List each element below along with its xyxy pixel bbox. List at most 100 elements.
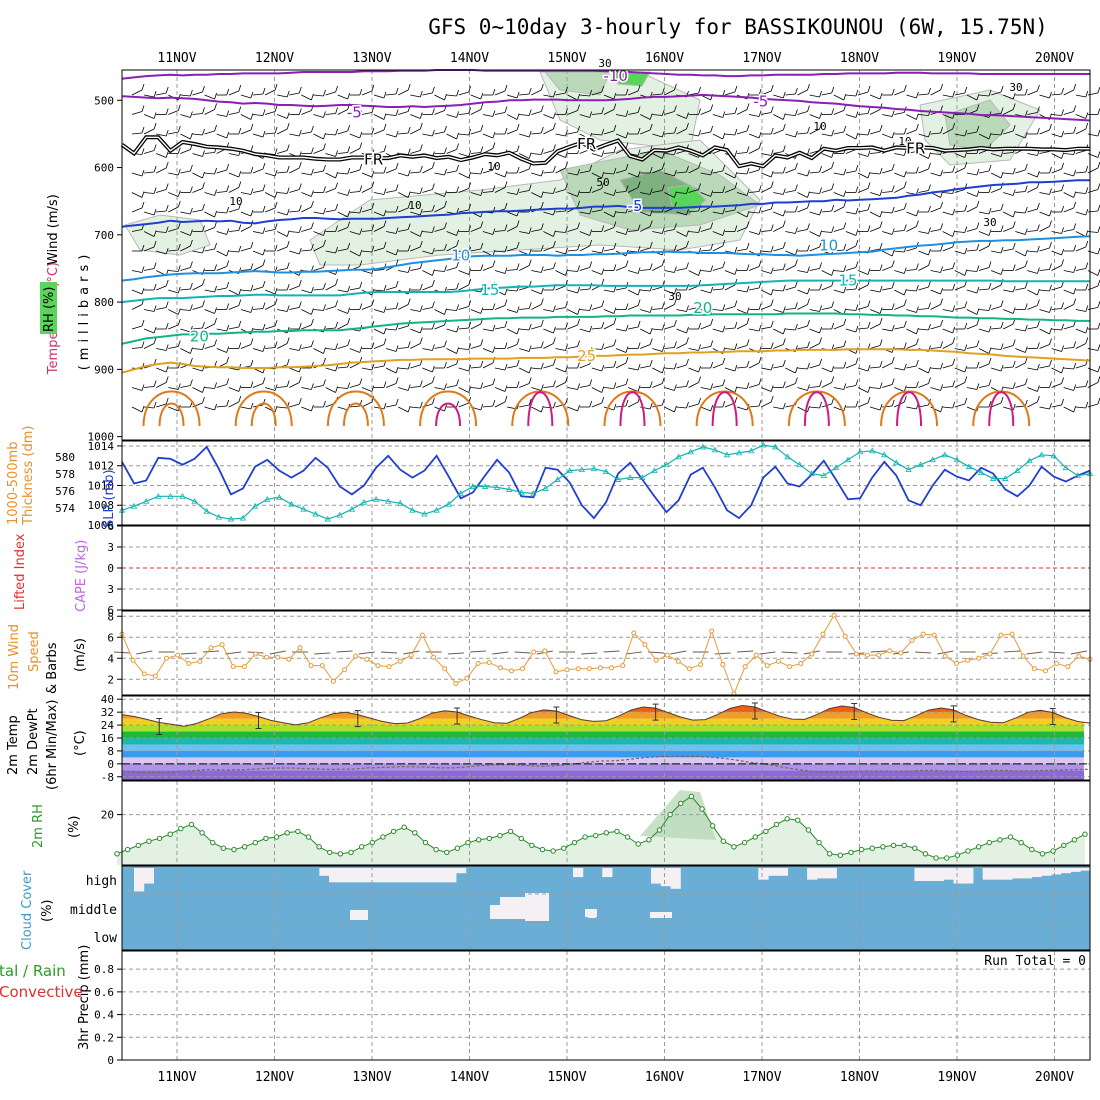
wind-barb bbox=[470, 366, 481, 369]
wind-barb bbox=[289, 210, 300, 213]
wind-barb-flag bbox=[613, 307, 617, 314]
wind-speed-point bbox=[931, 632, 937, 638]
wind-barb bbox=[277, 192, 288, 194]
wind-barb bbox=[446, 348, 457, 354]
wind-barb-flag bbox=[1000, 225, 1004, 232]
wind-barb bbox=[652, 286, 663, 291]
wind-barb bbox=[845, 288, 856, 291]
wind-barb-flag bbox=[347, 339, 351, 346]
rh-point bbox=[688, 793, 695, 800]
wind-barb-flag bbox=[492, 142, 496, 149]
precip-tick-label: 0.6 bbox=[94, 986, 114, 999]
wind-barb bbox=[773, 309, 784, 313]
wind-speed-point bbox=[1009, 631, 1015, 637]
wind-barb-flag bbox=[419, 165, 423, 173]
rh-point bbox=[210, 839, 216, 846]
wind-barb-flag bbox=[661, 87, 665, 95]
wind-barb-flag bbox=[601, 300, 605, 307]
wind-barb-flag bbox=[710, 383, 714, 390]
wind-barb-flag bbox=[589, 325, 593, 333]
wind-barb bbox=[821, 307, 832, 310]
wind-barb-flag bbox=[577, 147, 580, 154]
rh-contour-label: 50 bbox=[596, 176, 609, 189]
wind-barb bbox=[615, 266, 627, 271]
wind-barb bbox=[1051, 383, 1062, 388]
wind-barb bbox=[555, 367, 566, 373]
wind-barb bbox=[978, 363, 990, 369]
wind-barb-flag bbox=[601, 225, 605, 232]
wind-barb bbox=[724, 387, 736, 393]
wind-barb-flag bbox=[383, 123, 387, 131]
wind-barb bbox=[930, 89, 941, 96]
wind-barb-flag bbox=[589, 89, 593, 97]
thickness-marker bbox=[409, 506, 416, 513]
wind-barb-flag bbox=[867, 128, 871, 136]
wind-barb-flag bbox=[202, 203, 205, 211]
wind-barb bbox=[434, 228, 445, 232]
wind-barb-flag bbox=[601, 107, 605, 114]
wind-barb bbox=[640, 129, 651, 135]
wind-speed-point bbox=[686, 666, 692, 672]
wind-barb-flag bbox=[734, 343, 738, 350]
wind-barb bbox=[833, 206, 844, 213]
wind-barb-flag bbox=[1012, 189, 1016, 196]
wind-barb-flag bbox=[903, 288, 907, 296]
wind-barb bbox=[894, 367, 905, 371]
wind-barb bbox=[591, 367, 602, 372]
wind-barb-flag bbox=[843, 200, 847, 208]
wind-barb bbox=[857, 367, 869, 372]
wind-barb bbox=[1063, 132, 1074, 135]
wind-barb bbox=[482, 328, 493, 332]
temp-label-1: 2m Temp bbox=[6, 715, 21, 775]
wind-barb bbox=[156, 133, 167, 137]
wind-barb bbox=[773, 129, 784, 135]
wind-barb-flag bbox=[480, 103, 484, 110]
wind-barb bbox=[640, 309, 651, 313]
high-cloud-bar bbox=[602, 868, 613, 878]
wind-barb bbox=[1051, 153, 1062, 159]
wind-barb bbox=[603, 94, 615, 100]
wind-barb bbox=[700, 406, 711, 412]
wind-barb-flag bbox=[226, 356, 230, 364]
wind-barb bbox=[676, 128, 687, 135]
wind-barb bbox=[531, 229, 542, 232]
wind-barb-flag bbox=[1000, 203, 1004, 211]
surface-contour-inner bbox=[527, 391, 554, 427]
wind-barb-flag bbox=[637, 320, 641, 328]
wind-barb-flag bbox=[819, 165, 822, 173]
high-cloud-bar bbox=[377, 868, 389, 883]
wind-barb bbox=[773, 94, 784, 99]
wind-barb-flag bbox=[976, 340, 980, 347]
bottom-date-label: 18NOV bbox=[840, 1070, 879, 1085]
wind-barb-flag bbox=[226, 131, 230, 139]
wind-barb-flag bbox=[468, 278, 472, 286]
wind-barb-flag bbox=[940, 405, 943, 413]
wind-barb bbox=[482, 114, 493, 117]
wind-barb-flag bbox=[1024, 131, 1028, 139]
temperature-contour-label: 15 bbox=[480, 281, 499, 299]
wind-barb-flag bbox=[286, 337, 290, 344]
wind-barb-flag bbox=[383, 209, 387, 217]
wind-barb-flag bbox=[903, 149, 907, 156]
wind-barb bbox=[942, 231, 953, 237]
wind-barb bbox=[531, 111, 542, 115]
wind-barb bbox=[688, 270, 699, 276]
wind-barb bbox=[422, 367, 433, 373]
wind-barb bbox=[482, 266, 494, 271]
wind-barb-flag bbox=[795, 109, 798, 116]
wind-barb bbox=[676, 171, 687, 174]
wind-barb-flag bbox=[903, 127, 907, 135]
wind-barb bbox=[168, 324, 179, 330]
wind-barb-flag bbox=[419, 187, 423, 194]
wind-barb-flag bbox=[468, 107, 472, 114]
wind-barb bbox=[761, 172, 772, 178]
wind-barb-flag bbox=[141, 287, 145, 295]
wind-barb-flag bbox=[988, 347, 992, 354]
wind-barb bbox=[131, 289, 143, 295]
wind-barb bbox=[724, 209, 735, 213]
wind-barb bbox=[882, 328, 893, 332]
wind-barb bbox=[1039, 94, 1050, 99]
wind-barb-flag bbox=[250, 241, 254, 249]
thickness-marker bbox=[990, 475, 997, 481]
rh-point bbox=[284, 830, 290, 836]
